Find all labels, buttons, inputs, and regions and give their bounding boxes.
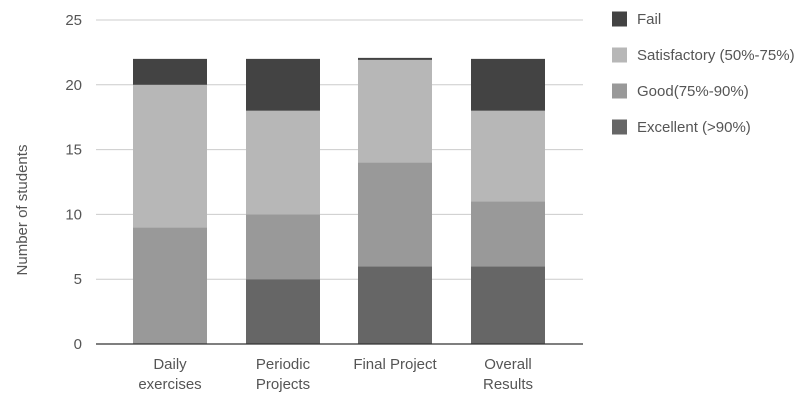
bar-segment xyxy=(246,110,320,215)
x-tick-label: Final Project xyxy=(353,356,437,373)
bar-segment xyxy=(471,110,545,202)
y-tick-label: 10 xyxy=(65,206,82,223)
bar-segment xyxy=(358,266,432,344)
bar-segment xyxy=(133,227,207,344)
legend-swatch xyxy=(612,11,627,27)
legend-label: Fail xyxy=(637,11,661,28)
bar-segment xyxy=(246,279,320,344)
y-tick-label: 5 xyxy=(74,271,82,288)
axes: 0 5 10 15 20 25 Daily exercises Periodic Projects… xyxy=(65,12,583,393)
legend-swatch xyxy=(612,119,627,135)
y-tick-label: 25 xyxy=(65,12,82,29)
legend: Fail Satisfactory (50%-75%) Good(75%-90%) E… xyxy=(612,11,795,136)
bars xyxy=(133,57,545,344)
legend-label: Good(75%-90%) xyxy=(637,83,749,100)
bar-segment xyxy=(358,58,432,163)
bar-segment xyxy=(471,201,545,267)
x-tick-label: Periodic Projects xyxy=(256,356,311,393)
legend-item: Fail xyxy=(612,11,661,28)
legend-swatch xyxy=(612,83,627,99)
y-tick-label: 0 xyxy=(74,336,82,353)
y-axis-title: Number of students xyxy=(14,145,31,276)
bar-segment xyxy=(133,58,207,85)
bar-segment xyxy=(246,58,320,111)
x-tick-label: Daily exercises xyxy=(138,356,201,393)
bar-segment xyxy=(471,266,545,344)
bar-segment xyxy=(471,58,545,111)
legend-swatch xyxy=(612,47,627,63)
x-tick-label: Overall Results xyxy=(483,356,533,393)
legend-item: Good(75%-90%) xyxy=(612,83,749,100)
legend-label: Excellent (>90%) xyxy=(637,119,751,136)
bar-segment xyxy=(246,214,320,280)
legend-label: Satisfactory (50%-75%) xyxy=(637,47,795,64)
bar-segment xyxy=(358,162,432,267)
legend-item: Satisfactory (50%-75%) xyxy=(612,47,795,64)
y-tick-label: 15 xyxy=(65,142,82,159)
legend-item: Excellent (>90%) xyxy=(612,119,751,136)
y-tick-label: 20 xyxy=(65,77,82,94)
bar-segment xyxy=(133,84,207,228)
